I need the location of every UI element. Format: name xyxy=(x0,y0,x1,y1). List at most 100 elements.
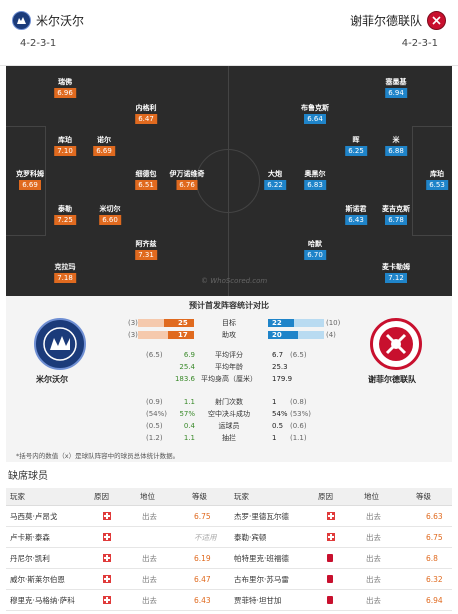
player-name: 泰勒 xyxy=(58,205,72,213)
stat-label: 助攻 xyxy=(222,331,236,339)
stat-label: 平均年龄 xyxy=(215,363,243,371)
player-rating: 6.51 xyxy=(135,180,157,190)
away-rank: (10) xyxy=(326,319,341,327)
player-rating: 7.10 xyxy=(54,146,76,156)
away-player-4[interactable]: 米 6.88 xyxy=(385,136,407,156)
away-player-8[interactable]: 斯诺君 6.43 xyxy=(345,205,367,225)
player-name: 米切尔 xyxy=(99,205,121,213)
away-player-name: 杰罗·里德瓦尔德 xyxy=(234,512,289,521)
away-player-name: 泰勒·宾顿 xyxy=(234,533,267,542)
away-player-7[interactable]: 库珀 6.53 xyxy=(426,170,448,190)
away-penalty-box xyxy=(412,126,452,236)
home-rank: (1.2) xyxy=(146,434,163,442)
away-rank: (1.1) xyxy=(290,434,307,442)
home-player-9[interactable]: 米切尔 6.60 xyxy=(99,205,121,225)
player-name: 内格利 xyxy=(135,104,157,112)
player-rating: 6.78 xyxy=(385,215,407,225)
home-player-3[interactable]: 库珀 7.10 xyxy=(54,136,76,156)
home-player-name: 卢卡斯·泰森 xyxy=(10,533,50,542)
away-team-name: 谢菲尔德联队 xyxy=(349,14,422,28)
suspension-icon xyxy=(327,596,333,604)
away-rank: (6.5) xyxy=(290,351,307,359)
away-player-9[interactable]: 麦吉克斯 6.78 xyxy=(382,205,410,225)
home-player-name: 威尔·斯莱尔伯恩 xyxy=(10,575,65,584)
away-value: 54% xyxy=(272,410,288,418)
player-rating: 6.64 xyxy=(304,114,326,124)
player-rating: 6.25 xyxy=(345,146,367,156)
home-bar-fill xyxy=(164,319,194,327)
table-row[interactable]: 卢卡斯·泰森 不适用 泰勒·宾顿 出去 6.75 xyxy=(6,527,452,548)
player-rating: 6.43 xyxy=(345,215,367,225)
table-row[interactable]: 穆里克·马格纳·萨科 出去 6.43 贾菲特·坦甘加 出去 6.94 xyxy=(6,590,452,611)
home-player-7[interactable]: 伊万诺维奇 6.76 xyxy=(170,170,205,190)
col-rating: 等级 xyxy=(192,492,207,501)
home-player-5[interactable]: 克罗科姆 6.69 xyxy=(16,170,44,190)
away-player-1[interactable]: 塞墨基 6.94 xyxy=(385,78,407,98)
away-rating: 6.63 xyxy=(426,512,443,521)
home-team-name: 米尔沃尔 xyxy=(36,14,85,28)
stat-row: 183.6 平均身高（厘米） 179.9 xyxy=(6,374,452,384)
lineup-stats-comparison: 预计首发阵容统计对比 米尔沃尔 谢菲尔德联队 (3) 25 目标 22 (10) (3) 1… xyxy=(6,296,452,462)
player-rating: 7.31 xyxy=(135,250,157,260)
home-player-8[interactable]: 泰勒 7.25 xyxy=(54,205,76,225)
away-bar-fill xyxy=(268,331,299,339)
home-player-name: 马西莫·卢昂戈 xyxy=(10,512,58,521)
stat-row: (54%) 57% 空中决斗成功 54% (53%) xyxy=(6,409,452,419)
home-player-name: 丹尼尔·凯利 xyxy=(10,554,50,563)
watermark: © WhoScored.com xyxy=(201,277,268,285)
away-player-11[interactable]: 麦卡勒姆 7.12 xyxy=(382,263,410,283)
away-player-name: 贾菲特·坦甘加 xyxy=(234,596,282,605)
col-reason: 原因 xyxy=(318,492,333,501)
player-rating: 6.69 xyxy=(93,146,115,156)
away-rank: (53%) xyxy=(290,410,312,418)
home-rating: 6.43 xyxy=(194,596,211,605)
stat-label: 目标 xyxy=(222,319,236,327)
player-name: 布鲁克斯 xyxy=(301,104,329,112)
sheffield-united-crest-icon xyxy=(427,11,446,30)
home-player-11[interactable]: 克拉玛 7.18 xyxy=(54,263,76,283)
player-rating: 6.96 xyxy=(54,88,76,98)
player-name: 伊万诺维奇 xyxy=(169,170,205,178)
table-row[interactable]: 马西莫·卢昂戈 出去 6.75 杰罗·里德瓦尔德 出去 6.63 xyxy=(6,506,452,527)
home-player-1[interactable]: 瑞佛 6.96 xyxy=(54,78,76,98)
away-team[interactable]: 谢菲尔德联队 xyxy=(350,11,446,30)
home-player-2[interactable]: 内格利 6.47 xyxy=(135,104,157,124)
player-rating: 7.25 xyxy=(54,215,76,225)
away-player-5[interactable]: 大炮 6.22 xyxy=(264,170,286,190)
player-name: 瑞佛 xyxy=(58,78,72,86)
table-row[interactable]: 丹尼尔·凯利 出去 6.19 帕特里克·班福德 出去 6.8 xyxy=(6,548,452,569)
home-player-10[interactable]: 阿齐兹 7.31 xyxy=(135,240,157,260)
player-rating: 6.53 xyxy=(426,180,448,190)
away-value: 0.5 xyxy=(272,422,284,430)
home-value: 6.9 xyxy=(183,351,195,359)
stat-row: (0.5) 0.4 运球员 0.5 (0.6) xyxy=(6,421,452,431)
away-rating: 6.32 xyxy=(426,575,443,584)
away-player-10[interactable]: 哈默 6.70 xyxy=(304,240,326,260)
home-formation: 4-2-3-1 xyxy=(20,38,57,49)
stat-row: (3) 25 目标 22 (10) xyxy=(6,318,452,328)
player-name: 晖 xyxy=(352,136,360,144)
home-team[interactable]: 米尔沃尔 xyxy=(12,11,84,30)
player-rating: 6.60 xyxy=(99,215,121,225)
away-value: 179.9 xyxy=(272,375,293,383)
away-player-2[interactable]: 布鲁克斯 6.64 xyxy=(301,104,329,124)
away-player-3[interactable]: 晖 6.25 xyxy=(345,136,367,156)
table-body: 马西莫·卢昂戈 出去 6.75 杰罗·里德瓦尔德 出去 6.63 卢卡斯·泰森 不适用 泰勒·宾… xyxy=(6,506,452,611)
away-player-6[interactable]: 奥黑尔 6.83 xyxy=(304,170,326,190)
away-rating: 6.8 xyxy=(426,554,438,563)
player-rating: 6.83 xyxy=(304,180,326,190)
home-player-4[interactable]: 诺尔 6.69 xyxy=(93,136,115,156)
table-row[interactable]: 威尔·斯莱尔伯恩 出去 6.47 古布里尔·苏马雷 出去 6.32 xyxy=(6,569,452,590)
player-name: 细德包 xyxy=(135,170,157,178)
col-player: 玩家 xyxy=(10,492,25,501)
home-value: 0.4 xyxy=(183,422,195,430)
player-rating: 6.47 xyxy=(135,114,157,124)
away-status: 出去 xyxy=(366,596,381,605)
home-player-6[interactable]: 细德包 6.51 xyxy=(135,170,157,190)
home-status: 出去 xyxy=(142,512,157,521)
pitch: 瑞佛 6.96 内格利 6.47 库珀 7.10 诺尔 6.69 克罗科姆 6.69 细德… xyxy=(6,66,452,296)
stat-label: 平均评分 xyxy=(215,351,243,359)
away-rating: 6.94 xyxy=(426,596,443,605)
away-status: 出去 xyxy=(366,575,381,584)
home-status: 出去 xyxy=(142,596,157,605)
